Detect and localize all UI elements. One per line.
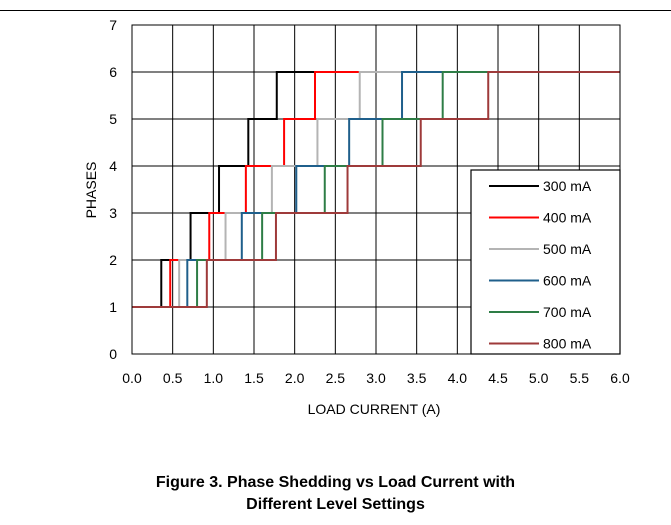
x-tick-label: 0.0 [122, 370, 142, 386]
x-tick-labels: 0.0 0.5 1.0 1.5 2.0 2.5 3.0 3.5 4.0 4.5 5.0 5.5 6.0 [122, 370, 630, 386]
legend-label: 800 mA [543, 336, 592, 352]
chart: 0.0 0.5 1.0 1.5 2.0 2.5 3.0 3.5 4.0 4.5 5.0 5.5 6.0 … [83, 17, 630, 417]
legend-label: 500 mA [543, 241, 592, 257]
series-line-400-ma [132, 71, 620, 308]
x-tick-label: 3.5 [407, 370, 427, 386]
x-tick-label: 1.0 [204, 370, 224, 386]
y-tick-label: 4 [109, 158, 117, 174]
legend-label: 700 mA [543, 304, 592, 320]
caption-line-1: Figure 3. Phase Shedding vs Load Current… [155, 474, 516, 491]
x-tick-label: 6.0 [610, 370, 630, 386]
x-tick-label: 2.5 [326, 370, 346, 386]
y-tick-label: 2 [109, 252, 117, 268]
x-tick-label: 0.5 [163, 370, 183, 386]
x-tick-label: 4.0 [448, 370, 468, 386]
x-tick-label: 5.5 [570, 370, 590, 386]
legend-label: 300 mA [543, 178, 592, 194]
series-line-300-ma [132, 71, 620, 308]
x-tick-label: 3.0 [366, 370, 386, 386]
y-tick-label: 1 [109, 299, 117, 315]
x-tick-label: 4.5 [488, 370, 508, 386]
legend: 300 mA 400 mA 500 mA 600 mA 700 mA 800 mA [470, 169, 621, 355]
legend-label: 400 mA [543, 210, 592, 226]
y-tick-label: 7 [109, 17, 117, 33]
x-axis-title: LOAD CURRENT (A) [308, 401, 441, 417]
series-line-600-ma [132, 71, 620, 308]
series-layer [132, 71, 620, 308]
legend-box [470, 169, 621, 355]
x-tick-label: 2.0 [285, 370, 305, 386]
figure-caption: Figure 3. Phase Shedding vs Load Current… [0, 472, 671, 516]
y-tick-label: 6 [109, 64, 117, 80]
legend-label: 600 mA [543, 273, 592, 289]
y-tick-label: 0 [109, 346, 117, 362]
x-tick-label: 1.5 [244, 370, 264, 386]
y-tick-label: 5 [109, 111, 117, 127]
y-tick-label: 3 [109, 205, 117, 221]
series-line-500-ma [132, 71, 620, 308]
y-axis-title: PHASES [83, 162, 99, 219]
caption-line-2: Different Level Settings [246, 496, 425, 513]
y-tick-labels: 0 1 2 3 4 5 6 7 [109, 17, 117, 362]
series-line-700-ma [132, 71, 620, 308]
series-line-800-ma [132, 71, 620, 308]
x-tick-label: 5.0 [529, 370, 549, 386]
top-rule [0, 10, 671, 11]
